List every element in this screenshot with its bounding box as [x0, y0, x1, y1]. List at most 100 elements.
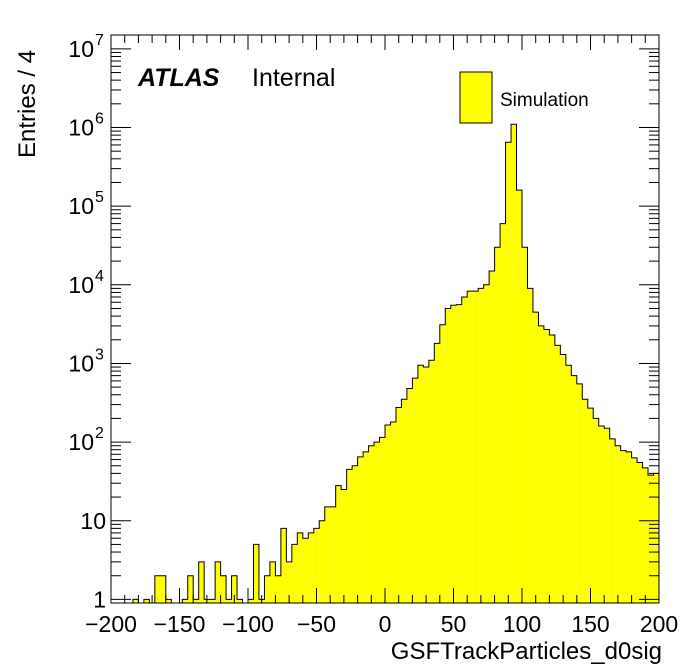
histogram-bin	[346, 469, 353, 603]
histogram-bin	[494, 247, 501, 603]
x-tick-label: −100	[222, 611, 274, 637]
histogram-bin	[363, 451, 369, 603]
histogram-bin	[478, 288, 484, 603]
histogram-bin	[571, 375, 577, 603]
atlas-label-bold: ATLAS	[137, 64, 220, 92]
histogram-bin	[516, 190, 522, 603]
histogram-bin	[620, 450, 627, 603]
histogram-bin	[423, 367, 429, 603]
y-tick-exponent: 7	[95, 32, 104, 49]
y-tick-label: 10	[68, 114, 94, 140]
x-tick-label: −50	[297, 611, 336, 637]
histogram-bin	[297, 532, 303, 603]
histogram-bin	[631, 457, 638, 603]
y-tick-label: 10	[80, 508, 106, 534]
histogram-bin	[330, 506, 336, 603]
histogram-bin	[324, 506, 331, 603]
x-tick-label: −150	[154, 611, 206, 637]
histogram-bin	[439, 324, 446, 603]
legend-label: Simulation	[500, 90, 589, 111]
histogram-bin	[264, 575, 270, 603]
histogram-bin	[505, 142, 512, 604]
legend-swatch	[459, 71, 493, 124]
histogram-bin	[472, 291, 479, 603]
histogram-bars	[111, 123, 660, 604]
histogram-bin	[511, 124, 517, 603]
histogram-bin	[461, 296, 468, 603]
y-tick-label: 10	[68, 193, 94, 219]
x-axis-title: GSFTrackParticles_d0sig	[391, 638, 662, 665]
histogram-bin	[291, 544, 298, 603]
histogram-bin	[395, 407, 402, 603]
histogram-bin	[401, 399, 407, 603]
histogram-bin	[193, 599, 199, 603]
histogram-bin	[428, 360, 435, 603]
histogram-bin	[489, 270, 495, 603]
histogram-bin	[543, 329, 550, 603]
histogram-bin	[390, 422, 396, 603]
y-tick-exponent: 3	[95, 346, 104, 363]
histogram-bin	[319, 520, 325, 603]
histogram-bin	[598, 426, 605, 603]
histogram-bin	[538, 325, 544, 603]
y-tick-exponent: 2	[95, 425, 104, 442]
histogram-bin	[154, 575, 161, 603]
histogram-bin	[417, 365, 424, 603]
histogram-bin	[352, 465, 358, 603]
histogram-bin	[286, 561, 292, 603]
histogram-bin	[198, 561, 205, 603]
histogram-bin	[582, 399, 588, 603]
histogram-bin	[231, 575, 238, 603]
histogram-bin	[253, 544, 259, 603]
histogram-bin	[500, 223, 506, 603]
histogram-bin	[406, 388, 413, 603]
histogram-bin	[248, 599, 254, 603]
histogram-bin	[226, 599, 232, 603]
x-tick-label: −200	[85, 611, 137, 637]
histogram-bin	[143, 599, 150, 603]
x-tick-label: 100	[503, 611, 541, 637]
y-tick-label: 10	[68, 429, 94, 455]
histogram-bin	[565, 365, 572, 603]
histogram-bin	[522, 247, 528, 603]
histogram-bin	[560, 354, 566, 603]
histogram-bin	[132, 599, 139, 603]
histogram-bin	[160, 575, 166, 603]
histogram-bin	[215, 561, 221, 603]
histogram-bin	[302, 538, 309, 603]
histogram-bin	[412, 378, 418, 603]
histogram-bin	[642, 467, 649, 603]
histogram-bin	[357, 456, 364, 603]
y-tick-exponent: 6	[95, 110, 104, 127]
histogram-bin	[209, 599, 216, 603]
histogram-bin	[368, 445, 375, 603]
y-axis-title: Entries / 4	[14, 50, 41, 158]
histogram-bin	[593, 418, 599, 603]
histogram-bin	[609, 438, 616, 603]
y-tick-label: 10	[68, 350, 94, 376]
y-tick-exponent: 4	[95, 268, 104, 285]
histogram-bin	[275, 575, 281, 603]
histogram-bin	[269, 561, 276, 603]
x-tick-label: 200	[640, 611, 678, 637]
histogram-bin	[187, 575, 194, 603]
atlas-label: ATLAS Internal	[137, 64, 335, 92]
histogram-bin	[626, 451, 632, 603]
histogram-bin	[379, 437, 385, 603]
histogram-bin	[308, 532, 314, 603]
histogram-bin	[445, 308, 451, 603]
histogram-bin	[182, 599, 188, 603]
legend: Simulation	[459, 71, 589, 124]
histogram-bin	[554, 345, 561, 603]
histogram-bin	[648, 475, 654, 603]
x-tick-label: 0	[379, 611, 392, 637]
histogram-bin	[527, 288, 533, 603]
histogram-bin	[313, 528, 320, 603]
histogram-bin	[549, 335, 555, 603]
y-tick-label: 10	[68, 36, 94, 62]
y-tick-label: 10	[68, 272, 94, 298]
histogram-bin	[532, 312, 539, 603]
histogram-bin	[576, 383, 583, 603]
histogram-bin	[280, 528, 287, 603]
